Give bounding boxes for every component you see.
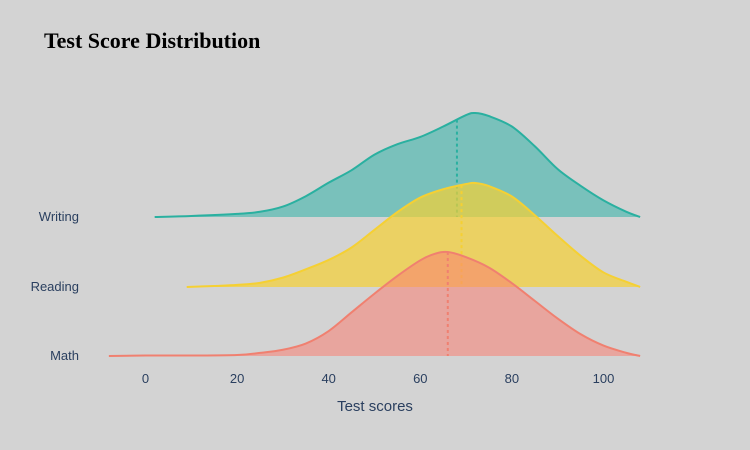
x-tick-label: 20 xyxy=(230,371,244,386)
category-labels: Math Reading Writing xyxy=(31,209,79,363)
ridge-area-math xyxy=(108,251,641,356)
category-label-reading: Reading xyxy=(31,279,79,294)
x-tick-label: 100 xyxy=(593,371,615,386)
x-tick-label: 60 xyxy=(413,371,427,386)
ridge-math xyxy=(108,250,641,357)
ridge-line-writing xyxy=(154,111,641,218)
ridge-line-math xyxy=(108,250,641,357)
x-tick-labels: 0 20 40 60 80 100 xyxy=(142,371,614,386)
ridges-group xyxy=(108,111,641,357)
x-tick-label: 80 xyxy=(505,371,519,386)
ridge-area-writing xyxy=(154,112,641,217)
x-tick-label: 0 xyxy=(142,371,149,386)
category-label-writing: Writing xyxy=(39,209,79,224)
chart-title: Test Score Distribution xyxy=(44,28,261,53)
x-tick-label: 40 xyxy=(321,371,335,386)
ridge-writing xyxy=(154,111,641,218)
x-axis-title: Test scores xyxy=(337,398,413,415)
category-label-math: Math xyxy=(50,348,79,363)
ridge-line-reading xyxy=(186,181,641,288)
